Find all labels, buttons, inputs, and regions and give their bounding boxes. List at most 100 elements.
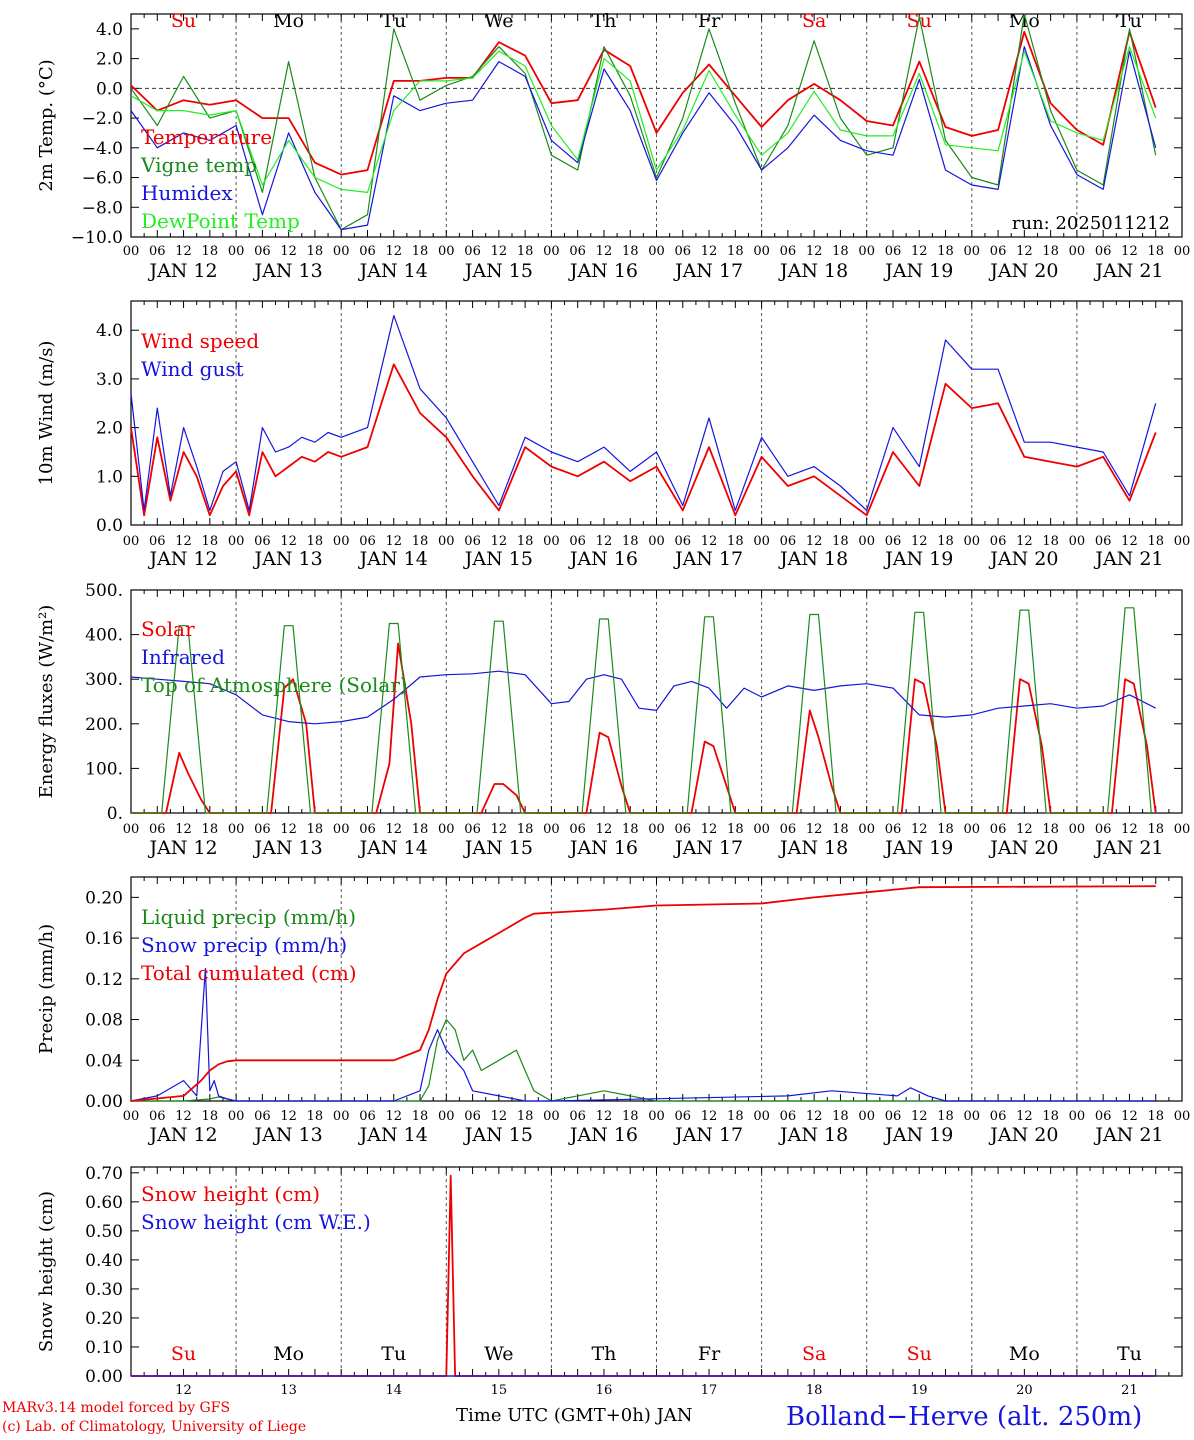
x-hour-label: 00 [543, 1109, 560, 1124]
legend-entry: Snow precip (mm/h) [141, 933, 347, 957]
series-line [130, 46, 1157, 231]
x-hour-label: 00 [228, 822, 245, 837]
x-hour-label: 00 [753, 1109, 770, 1124]
x-hour-label: 06 [885, 534, 902, 549]
series-line [130, 967, 1156, 1102]
x-hour-label: 12 [806, 822, 823, 837]
weekday-label: We [484, 1343, 513, 1365]
x-hour-label: 18 [832, 534, 849, 549]
x-date-label: JAN 20 [988, 548, 1058, 570]
x-hour-label: 18 [202, 1109, 219, 1124]
x-hour-label: 12 [1016, 822, 1033, 837]
x-hour-label: 06 [254, 534, 271, 549]
x-hour-label: 12 [806, 534, 823, 549]
x-day-number: 17 [701, 1383, 718, 1398]
x-hour-label: 18 [727, 244, 744, 259]
x-hour-label: 12 [1016, 534, 1033, 549]
x-hour-label: 18 [937, 534, 954, 549]
x-date-label: JAN 18 [778, 1124, 848, 1146]
x-hour-label: 18 [202, 822, 219, 837]
legend-entry: Snow height (cm W.E.) [141, 1210, 371, 1234]
weekday-label: Mo [1009, 1343, 1040, 1365]
x-hour-label: 06 [254, 1109, 271, 1124]
y-tick-label: 1.0 [96, 467, 123, 487]
x-hour-label: 18 [1042, 534, 1059, 549]
x-hour-label: 12 [280, 534, 297, 549]
legend-entry: Solar [141, 617, 195, 641]
x-hour-label: 06 [780, 244, 797, 259]
x-date-label: JAN 16 [568, 837, 638, 859]
x-hour-label: 18 [202, 244, 219, 259]
x-date-label: JAN 15 [463, 260, 533, 282]
y-tick-label: 0.40 [85, 1251, 123, 1271]
x-hour-label: 18 [1042, 822, 1059, 837]
legend-entry: Temperature [141, 125, 272, 149]
x-hour-label: 00 [438, 244, 455, 259]
x-hour-label: 00 [858, 1109, 875, 1124]
weekday-label: Mo [273, 1343, 304, 1365]
lab-credit: (c) Lab. of Climatology, University of L… [2, 1419, 307, 1435]
x-hour-label: 06 [464, 534, 481, 549]
x-hour-label: 06 [569, 244, 586, 259]
x-hour-label: 12 [175, 244, 192, 259]
x-hour-label: 18 [517, 534, 534, 549]
time-axis-label: Time UTC (GMT+0h) JAN [456, 1405, 693, 1426]
x-date-label: JAN 20 [988, 1124, 1058, 1146]
x-hour-label: 00 [333, 244, 350, 259]
x-date-label: JAN 14 [358, 1124, 428, 1146]
x-hour-label: 18 [412, 534, 429, 549]
x-hour-label: 12 [596, 244, 613, 259]
x-date-label: JAN 19 [883, 1124, 953, 1146]
x-hour-label: 12 [280, 822, 297, 837]
x-date-label: JAN 13 [253, 260, 323, 282]
x-hour-label: 18 [307, 1109, 324, 1124]
series-line [130, 13, 1157, 231]
x-date-label: JAN 21 [1093, 260, 1163, 282]
weekday-label: Fr [698, 1343, 721, 1365]
x-hour-label: 00 [858, 244, 875, 259]
weekday-label: Mo [273, 10, 304, 32]
x-date-label: JAN 12 [147, 260, 217, 282]
x-day-number: 15 [491, 1383, 508, 1398]
plot-frame [130, 300, 1183, 526]
x-hour-label: 12 [385, 534, 402, 549]
x-hour-label: 00 [333, 822, 350, 837]
series-line [131, 642, 1157, 814]
weekday-label: Fr [698, 10, 721, 32]
y-tick-label: 4.0 [96, 20, 123, 40]
x-hour-label: 06 [254, 822, 271, 837]
panel-4: 0.20 0.16 0.12 0.08 0.04 0.00 Precip (mm/h) 00 0… [36, 876, 1191, 1146]
x-day-number: 14 [385, 1383, 402, 1398]
x-hour-label: 06 [780, 1109, 797, 1124]
x-day-number: 13 [280, 1383, 297, 1398]
x-hour-label: 06 [675, 534, 692, 549]
x-day-number: 21 [1121, 1383, 1138, 1398]
x-day-number: 12 [175, 1383, 192, 1398]
x-hour-label: 00 [1174, 1109, 1191, 1124]
legend-entry: Infrared [141, 645, 225, 669]
x-hour-label: 00 [753, 244, 770, 259]
x-hour-label: 12 [806, 244, 823, 259]
x-hour-label: 00 [753, 534, 770, 549]
y-axis-label: 10m Wind (m/s) [36, 341, 57, 486]
x-hour-label: 00 [648, 1109, 665, 1124]
weekday-label: Tu [381, 1343, 406, 1365]
legend-entry: DewPoint Temp [141, 209, 300, 233]
x-date-label: JAN 13 [253, 548, 323, 570]
x-hour-label: 18 [937, 1109, 954, 1124]
x-hour-label: 18 [832, 822, 849, 837]
x-hour-label: 06 [885, 1109, 902, 1124]
x-date-label: JAN 18 [778, 837, 848, 859]
x-hour-label: 18 [1042, 1109, 1059, 1124]
x-hour-label: 00 [123, 534, 140, 549]
weekday-label: Tu [1117, 1343, 1142, 1365]
y-axis-label: Energy fluxes (W/m²) [36, 605, 57, 799]
x-date-label: JAN 14 [358, 260, 428, 282]
x-date-label: JAN 19 [883, 837, 953, 859]
x-hour-label: 06 [359, 244, 376, 259]
x-hour-label: 18 [622, 1109, 639, 1124]
panel-1: 4.0 2.0 0.0 −2.0 −4.0 −6.0 −8.0 −10.0 2m Temp. (… [36, 10, 1190, 282]
y-tick-label: 0.12 [85, 970, 123, 990]
x-date-label: JAN 12 [147, 548, 217, 570]
